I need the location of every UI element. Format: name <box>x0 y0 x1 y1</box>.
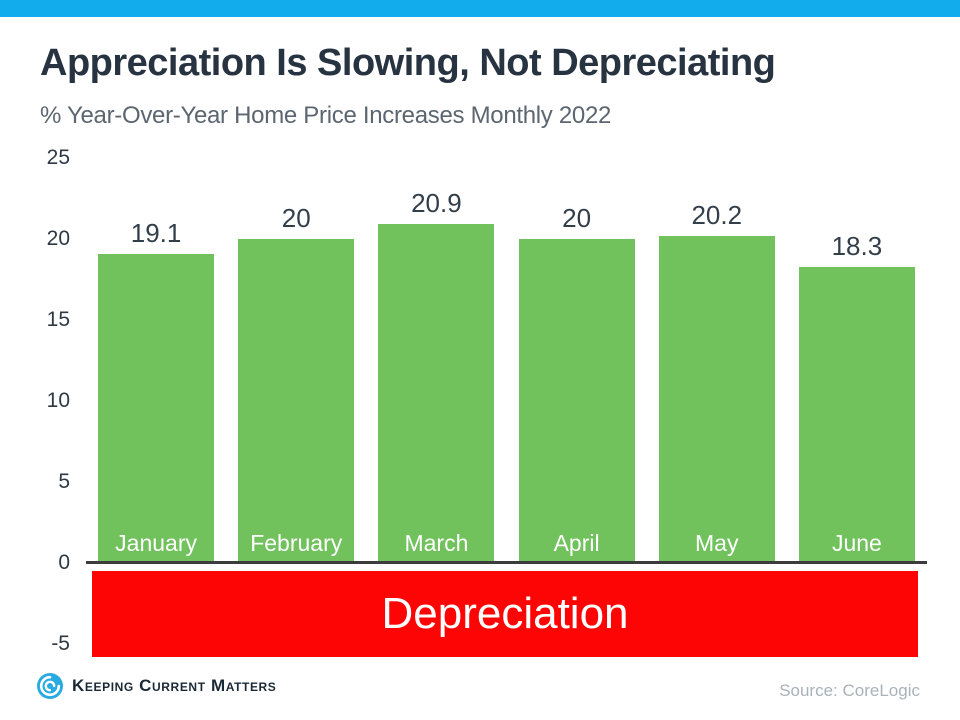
y-axis-tick-label: 10 <box>46 389 70 412</box>
page-title: Appreciation Is Slowing, Not Depreciatin… <box>40 42 776 84</box>
bar-february <box>238 239 355 563</box>
bar-value-label: 19.1 <box>130 217 182 248</box>
bar-value-label: 20 <box>562 203 592 233</box>
y-axis-tick-label: 0 <box>58 551 70 574</box>
bar-category-label: May <box>695 530 739 556</box>
x-axis-line <box>86 561 927 564</box>
depreciation-zone: Depreciation <box>92 571 918 657</box>
kcm-swirl-logo-icon <box>37 673 63 699</box>
y-axis-tick-label: 5 <box>58 470 70 493</box>
bar-category-label: April <box>553 530 600 556</box>
source-attribution: Source: CoreLogic <box>779 681 920 700</box>
y-axis-tick-label: -5 <box>51 632 70 655</box>
y-axis-tick-label: 20 <box>46 227 70 250</box>
bar-value-label: 20.9 <box>411 188 462 219</box>
page-subtitle: % Year-Over-Year Home Price Increases Mo… <box>40 102 612 129</box>
bar-value-label: 18.3 <box>831 230 883 261</box>
brand-lockup: Keeping Current Matters <box>36 672 276 700</box>
y-axis-tick-label: 25 <box>46 146 70 169</box>
bar-january <box>98 253 215 563</box>
top-accent-bar <box>0 0 960 17</box>
y-axis-tick-label: 15 <box>46 308 70 331</box>
bar-june <box>798 266 915 563</box>
bar-april <box>518 239 635 563</box>
bar-category-label: January <box>115 530 197 556</box>
bar-category-label: June <box>831 530 882 556</box>
bar-category-label: February <box>250 530 343 556</box>
bar-march <box>378 224 495 563</box>
brand-name: Keeping Current Matters <box>72 676 277 695</box>
bar-may <box>658 235 775 563</box>
bar-value-label: 20 <box>281 203 311 233</box>
bar-category-label: March <box>404 530 469 556</box>
bar-value-label: 20.2 <box>691 199 743 230</box>
